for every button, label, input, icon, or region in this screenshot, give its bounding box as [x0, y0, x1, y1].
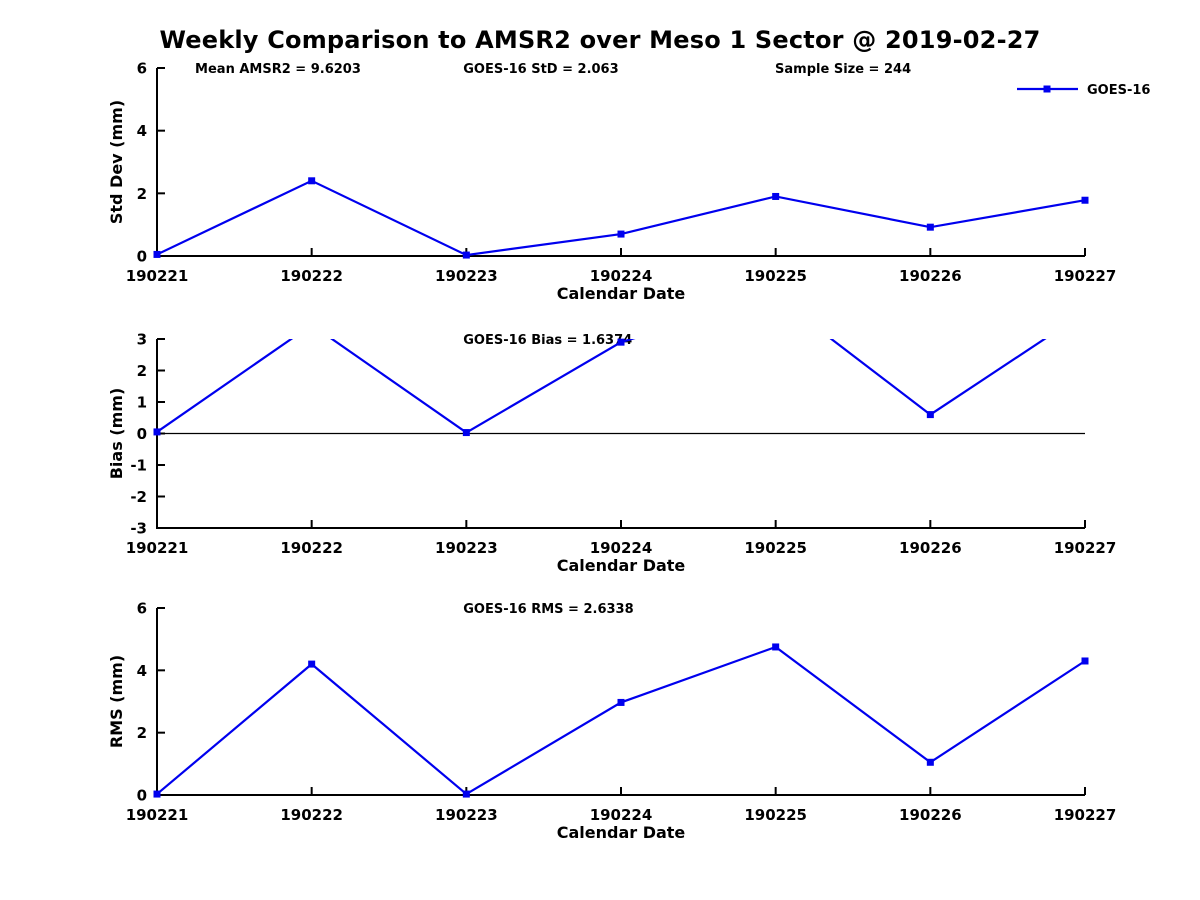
x-tick-label: 190227 [1054, 539, 1117, 557]
data-point-marker [462, 790, 470, 798]
x-tick-label: 190226 [899, 539, 962, 557]
x-tick-label: 190223 [435, 267, 498, 285]
data-point-marker [153, 250, 161, 258]
x-tick-label: 190226 [899, 806, 962, 824]
annotation: Sample Size = 244 [775, 62, 911, 77]
y-tick-label: 1 [137, 394, 147, 412]
x-tick-label: 190227 [1054, 806, 1117, 824]
chart-rms: 0 2 4 6 190221 190222 190223 190224 190225 190226… [107, 600, 1116, 843]
y-tick-label: 4 [137, 122, 147, 140]
data-point-marker [617, 338, 625, 346]
legend: GOES-16 [1017, 83, 1150, 98]
y-tick-label: 0 [137, 425, 147, 443]
series-line [156, 339, 1047, 434]
annotation: Mean AMSR2 = 9.6203 [195, 62, 361, 77]
x-tick-label: 190225 [744, 539, 807, 557]
data-point-marker [1081, 196, 1089, 204]
x-tick-label: 190221 [126, 806, 189, 824]
x-tick-label: 190225 [744, 267, 807, 285]
x-tick-label: 190221 [126, 539, 189, 557]
y-tick-label: 0 [137, 787, 147, 805]
x-tick-label: 190224 [590, 806, 653, 824]
chart-std-dev: 0 2 4 6 190221 190222 190223 190224 190225 190226… [107, 60, 1116, 304]
data-point-marker [926, 758, 934, 766]
data-point-marker [153, 790, 161, 798]
x-tick-label: 190221 [126, 267, 189, 285]
data-point-marker [153, 428, 161, 436]
x-tick-label: 190222 [280, 267, 343, 285]
figure-title: Weekly Comparison to AMSR2 over Meso 1 S… [159, 26, 1041, 54]
data-point-marker [617, 698, 625, 706]
y-tick-label: 2 [137, 724, 147, 742]
data-point-marker [926, 223, 934, 231]
annotation: GOES-16 RMS = 2.6338 [463, 602, 633, 617]
data-point-marker [926, 411, 934, 419]
x-axis-label: Calendar Date [557, 556, 686, 575]
data-point-marker [308, 177, 316, 185]
annotation: GOES-16 StD = 2.063 [463, 62, 618, 77]
y-tick-label: 2 [137, 185, 147, 203]
x-tick-label: 190223 [435, 539, 498, 557]
x-tick-label: 190223 [435, 806, 498, 824]
y-tick-label: -3 [130, 520, 147, 538]
data-point-marker [1081, 657, 1089, 665]
x-tick-label: 190222 [280, 806, 343, 824]
y-tick-label: -2 [130, 488, 147, 506]
series-line [156, 645, 1086, 796]
series-line [156, 179, 1086, 257]
y-tick-label: 4 [137, 662, 147, 680]
y-tick-label: 0 [137, 248, 147, 266]
data-point-marker [617, 230, 625, 238]
x-axis-label: Calendar Date [557, 284, 686, 303]
x-tick-label: 190224 [590, 539, 653, 557]
annotation: GOES-16 Bias = 1.6374 [463, 333, 632, 348]
x-tick-label: 190226 [899, 267, 962, 285]
legend-label: GOES-16 [1087, 83, 1150, 98]
legend-marker [1043, 85, 1051, 93]
x-tick-label: 190225 [744, 806, 807, 824]
y-tick-label: 3 [137, 331, 147, 349]
y-axis-label: RMS (mm) [107, 655, 126, 748]
data-point-marker [462, 429, 470, 437]
data-point-marker [772, 643, 780, 651]
data-point-marker [772, 192, 780, 200]
x-tick-label: 190227 [1054, 267, 1117, 285]
data-point-marker [308, 660, 316, 668]
data-point-marker [462, 251, 470, 259]
y-tick-label: 6 [137, 60, 147, 78]
y-axis-label: Std Dev (mm) [107, 100, 126, 224]
x-tick-label: 190222 [280, 539, 343, 557]
y-tick-label: 2 [137, 362, 147, 380]
x-axis-label: Calendar Date [557, 823, 686, 842]
y-tick-label: -1 [130, 457, 147, 475]
y-tick-label: 6 [137, 600, 147, 618]
x-tick-label: 190224 [590, 267, 653, 285]
y-axis-label: Bias (mm) [107, 388, 126, 480]
